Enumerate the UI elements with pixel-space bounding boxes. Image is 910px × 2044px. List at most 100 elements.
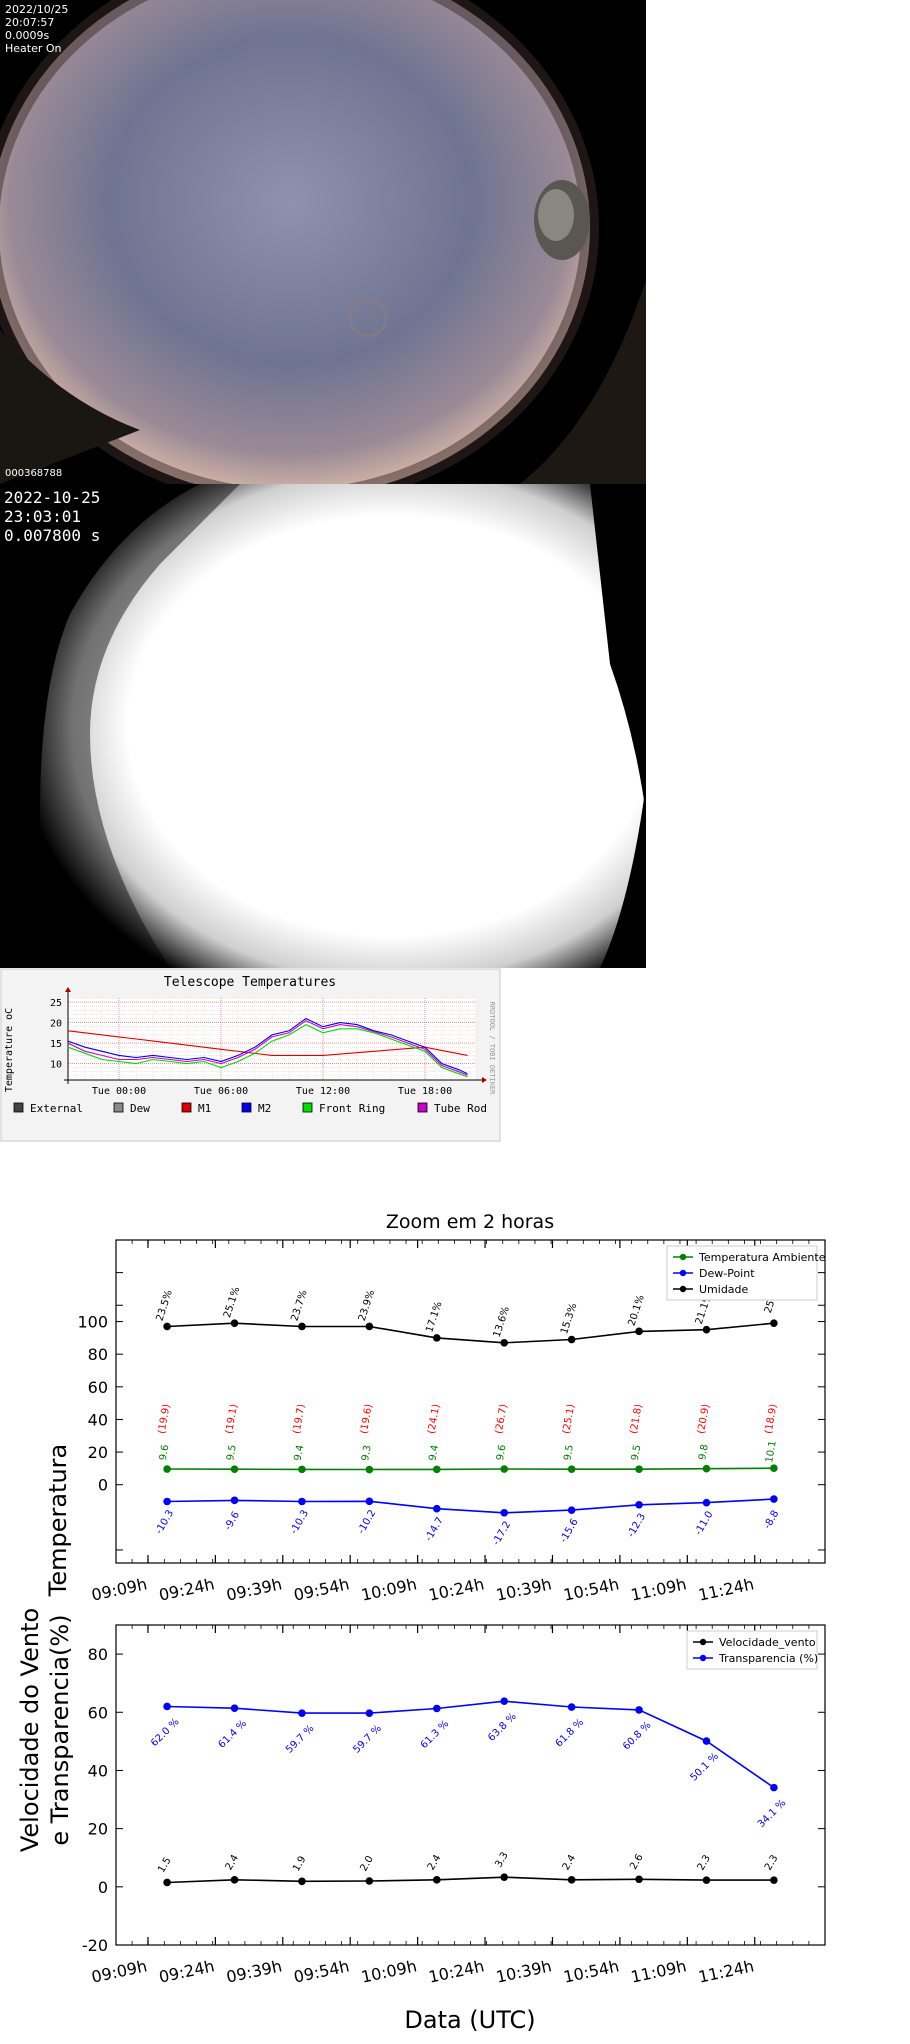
temperature-point-umidade <box>702 1325 711 1334</box>
temperature-point-dew-point <box>432 1504 441 1513</box>
temperature-label-dew-point: -15.6 <box>558 1517 580 1545</box>
wind-legend-label: Transparencia (%) <box>718 1652 818 1665</box>
temperature-ylabel: Temperatura <box>44 1444 72 1598</box>
temperature-label-dew-point: -17.2 <box>491 1520 513 1548</box>
temperature-xtick-label: 10:54h <box>562 1574 621 1604</box>
temperature-label-umidade: 25.1% <box>222 1286 242 1320</box>
temperature-label-umidade: 23.7% <box>289 1289 309 1323</box>
wind-point-transparencia- <box>702 1737 711 1745</box>
wind-ytick-label: 60 <box>88 1703 108 1722</box>
temperature-label-umidade: 13.6% <box>492 1305 512 1339</box>
wind-label-velocidade-vento: 2.4 <box>224 1853 241 1872</box>
wind-label-velocidade-vento: 1.5 <box>156 1856 173 1875</box>
temperature-point-umidade <box>365 1322 374 1331</box>
temperature-label-temperatura-ambiente: 9.4 <box>293 1444 307 1462</box>
wind-xtick-label: 10:39h <box>494 1956 553 1986</box>
telescope-temperatures-svg: Telescope Temperatures Temperature oC RR… <box>0 968 501 1142</box>
wind-xtick-label: 09:39h <box>225 1956 284 1986</box>
telescope-y-arrow <box>65 987 71 992</box>
telescope-xtick-label: Tue 00:00 <box>92 1086 146 1097</box>
wind-xtick-label: 09:54h <box>292 1956 351 1986</box>
telescope-legend-swatch <box>13 1102 24 1113</box>
wind-xtick-label: 11:24h <box>697 1956 756 1986</box>
temperature-label-red-annotation: (19.7) <box>291 1403 307 1435</box>
temperature-point-umidade <box>163 1322 171 1331</box>
allsky1-frame-id: 000368788 <box>5 468 63 479</box>
telescope-legend-label: M2 <box>258 1102 271 1115</box>
telescope-legend-swatch <box>181 1102 192 1113</box>
wind-ytick-label: 80 <box>88 1645 108 1664</box>
temperature-ytick-label: 80 <box>88 1345 108 1364</box>
wind-label-transparencia-: 62.0 % <box>149 1716 181 1748</box>
telescope-series-tube-rod <box>67 1019 468 1076</box>
temperature-label-dew-point: -11.0 <box>693 1509 715 1537</box>
wind-label-velocidade-vento: 2.0 <box>358 1854 375 1873</box>
telescope-series-m2 <box>67 1017 468 1075</box>
temperature-xtick-label: 09:09h <box>90 1574 149 1604</box>
temperature-point-umidade <box>298 1322 306 1331</box>
temperature-line-dew-point <box>167 1498 774 1514</box>
wind-label-transparencia-: 59.7 % <box>351 1723 383 1755</box>
telescope-legend-label: Tube Rod <box>434 1102 487 1115</box>
wind-label-velocidade-vento: 2.3 <box>763 1853 780 1872</box>
temperature-legend-label: Temperatura Ambiente <box>698 1251 826 1264</box>
wind-transparency-plot: -20 0 20 40 60 80 09:09h 09:24h 09:39h 09:54h 10:0… <box>82 1624 826 1987</box>
wind-label-transparencia-: 50.1 % <box>688 1751 720 1783</box>
temperature-label-red-annotation: (19.6) <box>359 1403 375 1435</box>
allsky2-time: 23:03:01 <box>4 507 82 526</box>
wind-xtick-label: 11:09h <box>629 1956 688 1986</box>
wind-point-transparencia- <box>635 1706 643 1714</box>
wind-xtick-label: 10:24h <box>427 1956 486 1986</box>
allsky1-exposure: 0.0009s <box>5 29 50 42</box>
wind-point-transparencia- <box>770 1783 778 1792</box>
temperature-label-dew-point: -12.3 <box>626 1512 648 1540</box>
temperature-point-umidade <box>567 1335 576 1344</box>
telescope-series-m1 <box>67 1030 468 1056</box>
wind-xtick-label: 10:09h <box>359 1956 418 1986</box>
temperature-legend-marker <box>679 1253 687 1261</box>
temperature-point-dew-point <box>163 1497 171 1506</box>
temperature-point-dew-point <box>365 1497 374 1506</box>
temperature-label-dew-point: -9.6 <box>223 1510 242 1532</box>
wind-legend-marker <box>699 1638 707 1646</box>
telescope-legend-swatch <box>241 1102 252 1113</box>
telescope-legend: External Dew M1 M2 Front Ring Tube Rod <box>13 1102 487 1115</box>
wind-point-velocidade-vento <box>770 1876 778 1884</box>
wind-point-transparencia- <box>163 1702 171 1711</box>
telescope-legend-swatch <box>302 1102 313 1113</box>
temperature-point-dew-point <box>500 1508 509 1517</box>
temperature-line-temperatura-ambiente <box>167 1467 774 1471</box>
temperature-xtick-label: 09:24h <box>157 1574 216 1604</box>
temperature-point-temperatura-ambiente <box>702 1464 711 1473</box>
wind-line-transparencia- <box>167 1700 775 1789</box>
wind-point-velocidade-vento <box>298 1877 306 1886</box>
temperature-label-temperatura-ambiente: 9.8 <box>697 1443 711 1461</box>
wind-point-transparencia- <box>567 1703 576 1711</box>
wind-ytick-label: 20 <box>88 1820 108 1839</box>
wind-label-transparencia-: 59.7 % <box>284 1723 316 1755</box>
allsky-image-2-graphic <box>0 484 646 968</box>
temperature-xtick-label: 09:39h <box>225 1574 284 1604</box>
wind-point-transparencia- <box>230 1704 239 1712</box>
temperature-label-umidade: 23.9% <box>357 1289 377 1323</box>
allsky1-date: 2022/10/25 <box>5 3 69 16</box>
wind-label-transparencia-: 63.8 % <box>486 1711 518 1743</box>
wind-label-transparencia-: 60.8 % <box>621 1720 653 1752</box>
temperature-ytick-label: 60 <box>88 1378 108 1397</box>
temperature-ytick-label: 100 <box>77 1313 108 1332</box>
temperature-label-red-annotation: (19.1) <box>224 1403 240 1435</box>
wind-label-velocidade-vento: 2.6 <box>628 1852 645 1871</box>
temperature-legend-label: Umidade <box>699 1283 749 1296</box>
telescope-legend-label: Front Ring <box>319 1102 385 1115</box>
wind-point-velocidade-vento <box>635 1875 643 1884</box>
telescope-legend-swatch <box>417 1102 428 1113</box>
temperature-point-temperatura-ambiente <box>365 1465 374 1474</box>
temperature-label-temperatura-ambiente: 9.5 <box>630 1444 644 1462</box>
temperature-point-dew-point <box>702 1498 711 1507</box>
wind-ytick-label: 40 <box>88 1761 108 1780</box>
temperature-point-dew-point <box>567 1506 576 1514</box>
temperature-label-dew-point: -10.3 <box>154 1508 176 1536</box>
temperature-point-umidade <box>230 1319 239 1327</box>
rrdtool-credit: RRDTOOL / TOBI OETIKER <box>488 1002 496 1096</box>
temperature-label-red-annotation: (24.1) <box>426 1403 442 1435</box>
